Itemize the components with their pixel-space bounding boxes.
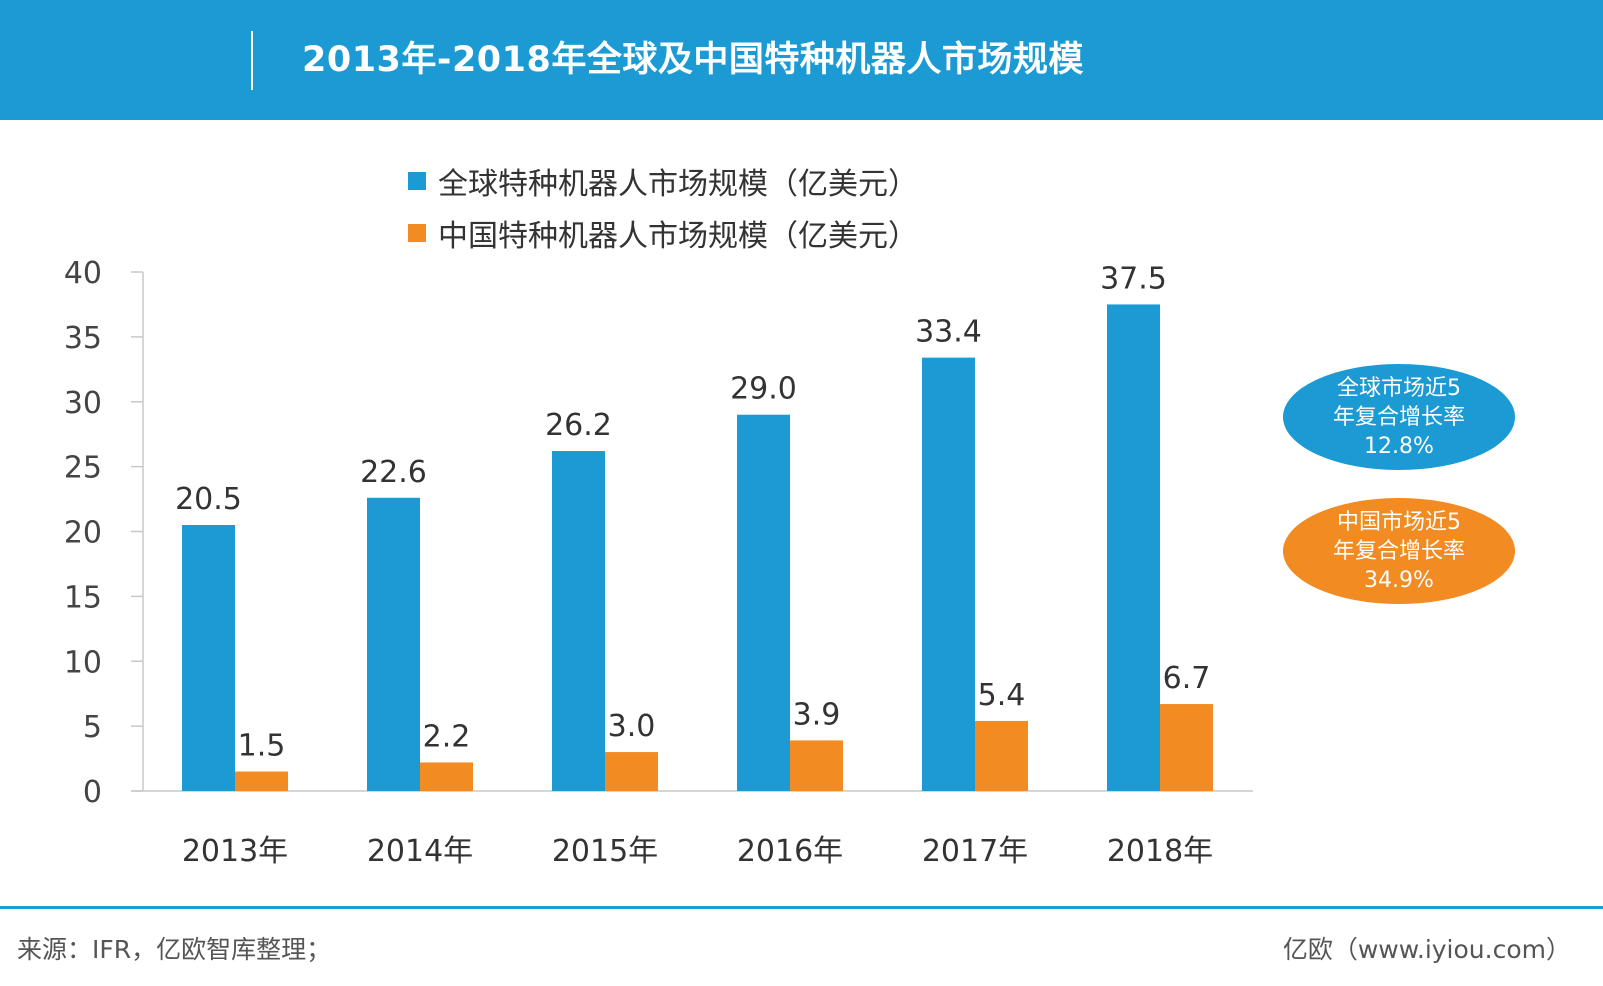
legend-item-global: 全球特种机器人市场规模（亿美元） xyxy=(408,155,918,207)
header-banner: 2013年-2018年全球及中国特种机器人市场规模 xyxy=(0,0,1603,120)
data-label-global: 37.5 xyxy=(1100,261,1167,296)
x-category-label: 2015年 xyxy=(552,834,658,869)
x-category-label: 2016年 xyxy=(737,834,843,869)
x-category-label: 2018年 xyxy=(1107,834,1213,869)
y-tick-label: 40 xyxy=(64,256,102,291)
legend-label-china: 中国特种机器人市场规模（亿美元） xyxy=(438,219,918,254)
bar-china xyxy=(235,771,288,791)
x-category-label: 2014年 xyxy=(367,834,473,869)
bar-china xyxy=(420,762,473,791)
legend-label-global: 全球特种机器人市场规模（亿美元） xyxy=(438,167,918,202)
footer-divider xyxy=(0,906,1603,909)
bar-global xyxy=(367,497,420,791)
data-label-china: 3.0 xyxy=(608,709,656,744)
bar-china xyxy=(1160,704,1213,791)
chart-legend: 全球特种机器人市场规模（亿美元） 中国特种机器人市场规模（亿美元） xyxy=(408,155,918,259)
y-tick-label: 5 xyxy=(83,710,102,745)
x-category-label: 2013年 xyxy=(182,834,288,869)
data-label-global: 22.6 xyxy=(360,455,427,490)
legend-item-china: 中国特种机器人市场规模（亿美元） xyxy=(408,207,918,259)
y-tick-label: 10 xyxy=(64,645,102,680)
bar-china xyxy=(605,752,658,791)
bar-global xyxy=(1107,304,1160,791)
bar-china xyxy=(790,740,843,791)
china-cagr-line2: 年复合增长率 xyxy=(1332,538,1465,564)
data-label-china: 2.2 xyxy=(423,719,471,754)
global-cagr-line2: 年复合增长率 xyxy=(1332,404,1465,430)
global-cagr-line1: 全球市场近5 xyxy=(1337,375,1461,401)
data-label-china: 3.9 xyxy=(793,697,841,732)
page-title: 2013年-2018年全球及中国特种机器人市场规模 xyxy=(302,40,1084,80)
china-cagr-value: 34.9% xyxy=(1364,567,1434,593)
x-category-label: 2017年 xyxy=(922,834,1028,869)
china-cagr-bubble: 中国市场近5 年复合增长率 34.9% xyxy=(1283,498,1515,604)
y-tick-label: 20 xyxy=(64,516,102,551)
bar-global xyxy=(737,414,790,791)
data-label-global: 26.2 xyxy=(545,408,612,443)
bar-global xyxy=(922,357,975,791)
data-label-china: 1.5 xyxy=(238,729,286,764)
bar-global xyxy=(182,525,235,791)
global-cagr-bubble: 全球市场近5 年复合增长率 12.8% xyxy=(1283,364,1515,470)
data-label-china: 6.7 xyxy=(1163,661,1211,696)
legend-swatch-china xyxy=(408,224,426,242)
footer-brand: 亿欧（www.iyiou.com） xyxy=(1282,935,1571,964)
bar-chart: 0 5 10 15 20 25 30 35 40 20.5 1.5 2013年 22.6 2.2 2014年… xyxy=(64,256,1253,869)
y-tick-label: 25 xyxy=(64,451,102,486)
data-label-global: 33.4 xyxy=(915,315,982,350)
global-cagr-value: 12.8% xyxy=(1364,433,1434,459)
data-label-global: 29.0 xyxy=(730,372,797,407)
y-tick-label: 15 xyxy=(64,580,102,615)
y-tick-label: 35 xyxy=(64,321,102,356)
data-label-global: 20.5 xyxy=(175,482,242,517)
header-divider xyxy=(251,31,253,90)
bar-global xyxy=(552,451,605,791)
legend-swatch-global xyxy=(408,172,426,190)
bar-china xyxy=(975,720,1028,791)
y-tick-label: 30 xyxy=(64,386,102,421)
y-tick-label: 0 xyxy=(83,775,102,810)
data-label-china: 5.4 xyxy=(978,678,1026,713)
footer-source: 来源：IFR，亿欧智库整理； xyxy=(17,935,332,964)
china-cagr-line1: 中国市场近5 xyxy=(1337,509,1461,535)
